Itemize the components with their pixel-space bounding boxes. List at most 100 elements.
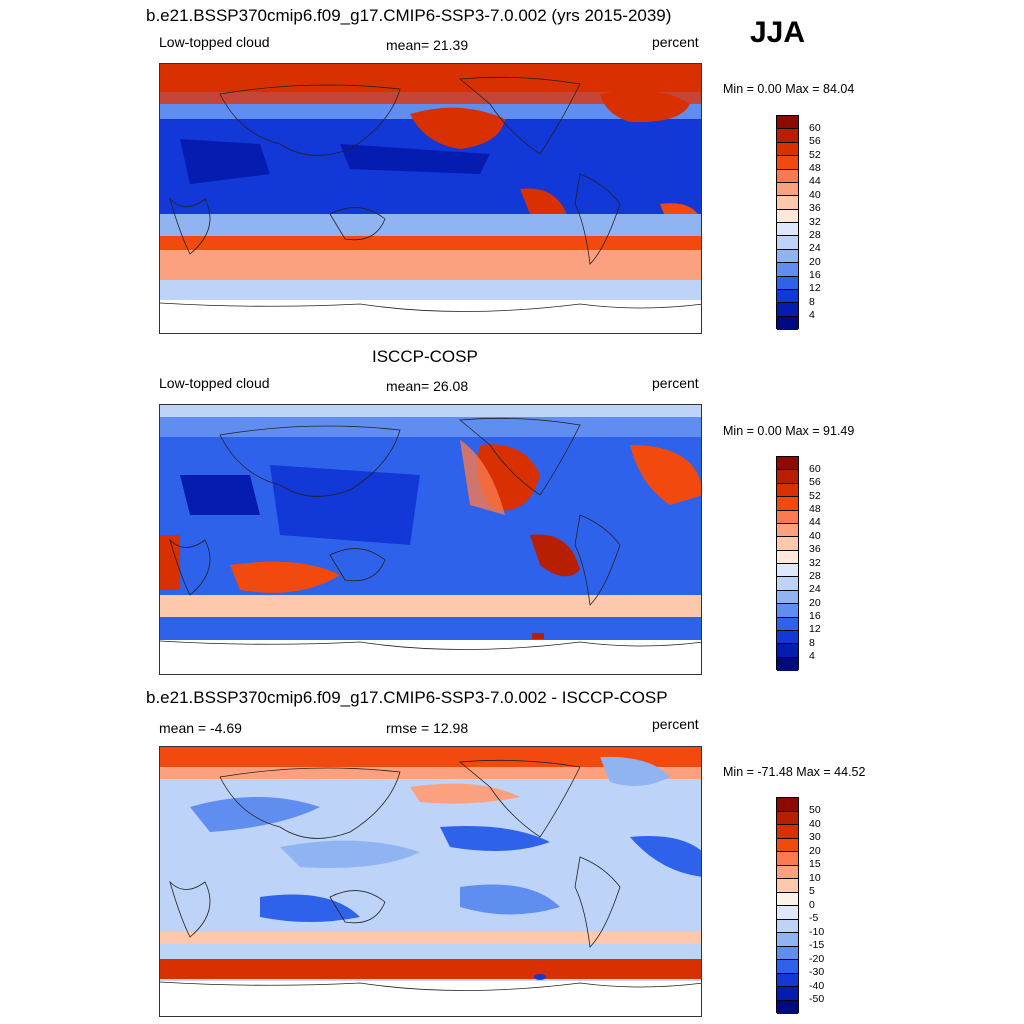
colorbar-tick-label: 56 (809, 476, 821, 489)
colorbar-tick-label: 44 (809, 516, 821, 529)
colorbar-tick-label: 50 (809, 804, 821, 816)
panel-2-mean-label: mean= 26.08 (386, 378, 469, 394)
colorbar-swatch (777, 470, 798, 484)
colorbar-tick-label: 44 (809, 175, 821, 188)
colorbar-swatch (777, 838, 798, 852)
colorbar-tick-label: 4 (809, 650, 815, 663)
colorbar-tick-label: 32 (809, 556, 821, 569)
colorbar-swatch (777, 825, 798, 839)
panel-1-units-label: percent (652, 34, 699, 50)
panel-3-mean-label: mean = -4.69 (159, 720, 242, 736)
colorbar-tick-label: 24 (809, 583, 821, 596)
panel-3-minmax: Min = -71.48 Max = 44.52 (723, 765, 866, 779)
colorbar-tick-label: -50 (809, 993, 825, 1005)
colorbar-tick-label: -40 (809, 979, 825, 992)
colorbar-swatch (777, 276, 798, 290)
colorbar-swatch (777, 209, 798, 223)
colorbar-tick-label: 56 (809, 135, 821, 148)
colorbar-tick-label: 30 (809, 831, 821, 843)
colorbar-swatch (777, 960, 798, 974)
colorbar-swatch (777, 550, 798, 564)
colorbar-tick-label: 16 (809, 610, 821, 622)
colorbar-swatch (777, 249, 798, 264)
colorbar-swatch (777, 564, 798, 578)
colorbar-swatch (777, 236, 798, 250)
panel-1-map (159, 63, 702, 334)
colorbar-swatch (777, 142, 798, 157)
colorbar-swatch (777, 129, 798, 143)
colorbar-tick-label: 60 (809, 121, 821, 134)
colorbar-swatch (777, 811, 798, 825)
colorbar-swatch (777, 644, 798, 658)
colorbar-swatch (777, 919, 798, 933)
colorbar-swatch (777, 906, 798, 920)
colorbar-swatch (777, 510, 798, 524)
colorbar-swatch (777, 483, 798, 498)
colorbar-swatch (777, 617, 798, 631)
colorbar-tick-label: 16 (809, 269, 821, 281)
colorbar-tick-label: 48 (809, 162, 821, 174)
panel-2-title: ISCCP-COSP (372, 347, 478, 366)
panel-1-variable-label: Low-topped cloud (159, 34, 270, 50)
colorbar-tick-label: 36 (809, 202, 821, 215)
colorbar-swatch (777, 798, 798, 812)
colorbar-swatch (777, 987, 798, 1001)
colorbar-swatch (777, 1000, 798, 1014)
colorbar-swatch (777, 892, 798, 906)
colorbar-tick-label: 8 (809, 636, 815, 649)
colorbar-tick-label: 10 (809, 871, 821, 884)
colorbar-tick-label: -30 (809, 966, 825, 978)
colorbar-tick-label: 28 (809, 569, 821, 582)
colorbar-swatch (777, 289, 798, 304)
colorbar-swatch (777, 852, 798, 866)
colorbar-tick-label: 60 (809, 462, 821, 475)
colorbar-tick-label: 40 (809, 188, 821, 201)
colorbar-tick-label: 20 (809, 255, 821, 268)
colorbar-swatch (777, 457, 798, 471)
colorbar-tick-label: 12 (809, 623, 821, 636)
colorbar-swatch (777, 223, 798, 237)
colorbar-tick-label: 20 (809, 844, 821, 857)
colorbar-tick-label: 0 (809, 898, 815, 911)
colorbar-tick-label: 15 (809, 858, 821, 870)
colorbar-swatch (777, 946, 798, 960)
panel-2-units-label: percent (652, 375, 699, 391)
panel-2-colorbar (776, 456, 799, 671)
panel-2-variable-label: Low-topped cloud (159, 375, 270, 391)
colorbar-tick-label: 48 (809, 503, 821, 515)
colorbar-tick-label: 28 (809, 228, 821, 241)
colorbar-tick-label: 52 (809, 489, 821, 502)
colorbar-tick-label: 20 (809, 596, 821, 609)
colorbar-swatch (777, 604, 798, 618)
colorbar-swatch (777, 263, 798, 277)
colorbar-tick-label: -10 (809, 925, 825, 938)
panel-3-units-label: percent (652, 716, 699, 732)
season-label: JJA (750, 16, 806, 49)
panel-2-minmax: Min = 0.00 Max = 91.49 (723, 424, 855, 438)
colorbar-swatch (777, 523, 798, 538)
colorbar-tick-label: -15 (809, 939, 825, 951)
panel-1-title: b.e21.BSSP370cmip6.f09_g17.CMIP6-SSP3-7.… (146, 6, 672, 25)
colorbar-tick-label: 4 (809, 309, 815, 322)
colorbar-swatch (777, 116, 798, 130)
colorbar-swatch (777, 879, 798, 893)
panel-1-colorbar (776, 115, 799, 330)
panel-3-rmse-label: rmse = 12.98 (386, 720, 469, 736)
colorbar-tick-label: -5 (809, 912, 819, 924)
colorbar-tick-label: 40 (809, 817, 821, 830)
colorbar-swatch (777, 657, 798, 671)
colorbar-swatch (777, 303, 798, 317)
colorbar-tick-label: 24 (809, 242, 821, 255)
colorbar-swatch (777, 316, 798, 330)
colorbar-swatch (777, 169, 798, 183)
colorbar-tick-label: 8 (809, 295, 815, 308)
colorbar-tick-label: 12 (809, 282, 821, 295)
panel-2-map (159, 404, 702, 675)
colorbar-swatch (777, 590, 798, 605)
panel-1-mean-label: mean= 21.39 (386, 37, 469, 53)
colorbar-swatch (777, 973, 798, 987)
colorbar-swatch (777, 182, 798, 197)
colorbar-swatch (777, 497, 798, 511)
colorbar-swatch (777, 537, 798, 551)
colorbar-tick-label: 32 (809, 215, 821, 228)
